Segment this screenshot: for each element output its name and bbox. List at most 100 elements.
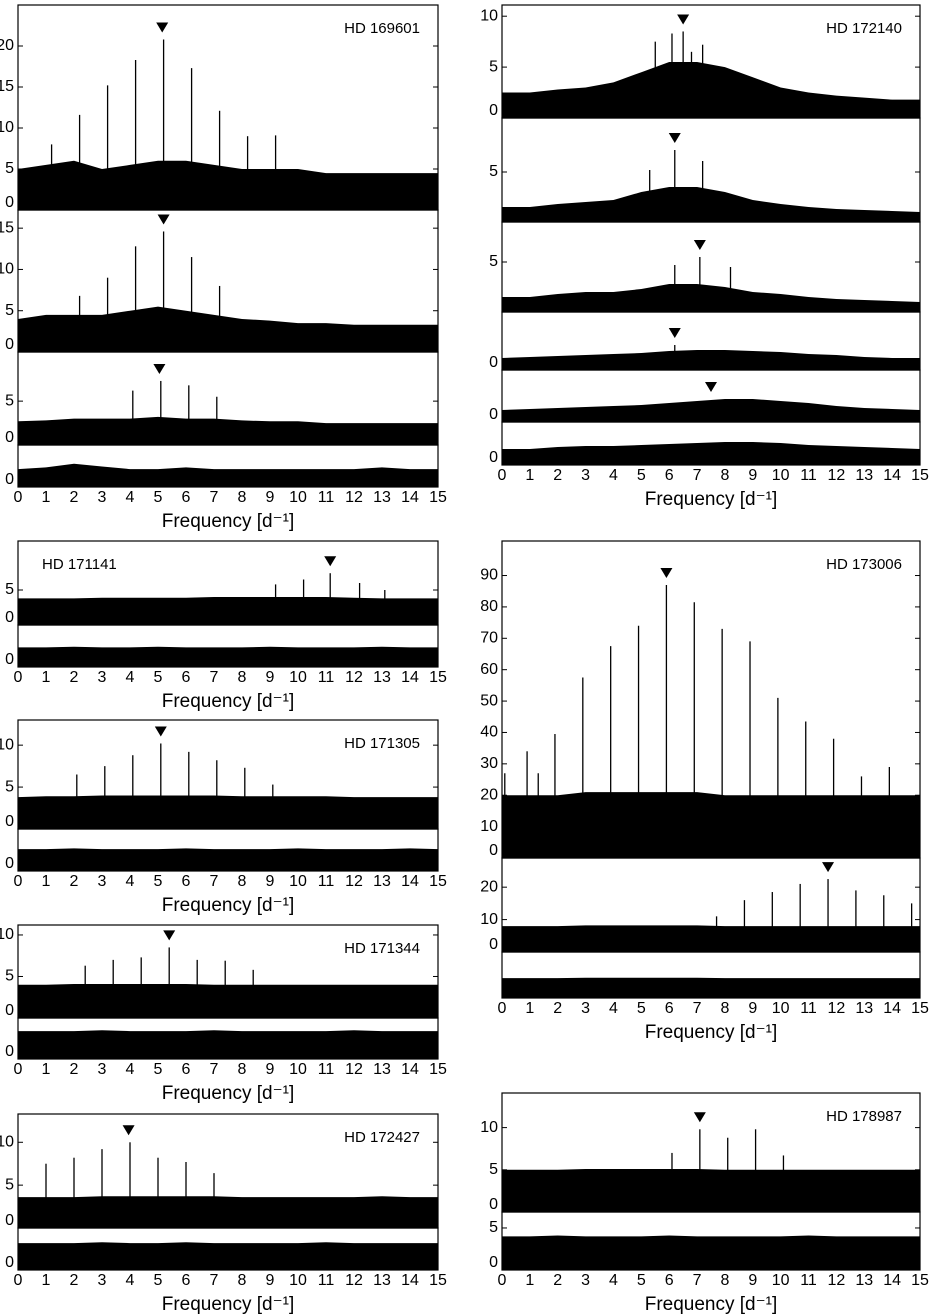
x-tick-label: 2 (553, 1000, 562, 1017)
x-tick-label: 3 (581, 1272, 590, 1289)
x-axis-label: Frequency [d⁻¹] (645, 1294, 778, 1315)
y-tick-label: 0 (489, 406, 498, 423)
noise-area (18, 795, 438, 829)
x-tick-label: 8 (238, 1272, 247, 1289)
x-tick-label: 5 (154, 489, 163, 506)
peak-marker (660, 567, 673, 578)
x-tick-label: 10 (289, 489, 307, 506)
plot-area (18, 380, 438, 445)
x-tick-label: 5 (154, 1061, 163, 1078)
panel: 0 5 10 HD 171305 (0, 719, 439, 830)
plot-area (18, 848, 438, 871)
x-tick-label: 12 (828, 1272, 846, 1289)
x-tick-label: 11 (318, 1061, 335, 1078)
star-label: HD 171141 (42, 556, 117, 573)
x-tick-label: 2 (70, 1272, 79, 1289)
panel: 0 5 10 15 20 HD 169601 (0, 4, 439, 211)
y-tick-label: 15 (0, 219, 14, 236)
x-tick-label: 11 (800, 1272, 817, 1289)
plot-area (502, 345, 920, 370)
x-tick-label: 11 (318, 873, 335, 890)
y-tick-label: 0 (489, 936, 498, 953)
y-tick-label: 10 (0, 926, 14, 943)
x-tick-label: 6 (665, 1272, 674, 1289)
x-tick-label: 12 (345, 1061, 363, 1078)
x-tick-label: 1 (42, 1061, 51, 1078)
y-tick-label: 20 (0, 37, 14, 54)
x-tick-label: 9 (748, 467, 757, 484)
frame (17, 444, 439, 488)
x-tick-label: 10 (772, 467, 790, 484)
x-tick-label: 6 (182, 1272, 191, 1289)
y-tick-label: 5 (5, 1176, 14, 1193)
x-tick-label: 14 (401, 669, 419, 686)
panel: 0 5 10 HD 178987 (480, 1092, 921, 1213)
noise-area (502, 187, 920, 222)
y-tick-label: 10 (480, 911, 498, 928)
star-label: HD 172140 (826, 20, 902, 37)
x-tick-label: 4 (126, 1061, 135, 1078)
y-tick-label: 5 (489, 253, 498, 270)
panel: 0 5 HD 171141 (5, 540, 439, 626)
y-tick-label: 0 (489, 842, 498, 859)
x-tick-label: 8 (238, 489, 247, 506)
x-tick-label: 2 (70, 873, 79, 890)
noise-area (18, 1242, 438, 1270)
noise-area (18, 597, 438, 625)
star-label: HD 169601 (344, 20, 420, 37)
y-tick-label: 0 (489, 1254, 498, 1271)
plot-area (502, 399, 920, 422)
noise-area (18, 646, 438, 667)
x-tick-label: 11 (318, 669, 335, 686)
x-tick-label: 8 (720, 1272, 729, 1289)
y-tick-label: 0 (5, 1212, 14, 1229)
x-tick-label: 4 (126, 873, 135, 890)
x-tick-label: 4 (126, 1272, 135, 1289)
noise-area (502, 399, 920, 422)
x-tick-label: 9 (266, 489, 275, 506)
x-tick-label: 2 (553, 1272, 562, 1289)
x-tick-label: 0 (498, 467, 507, 484)
plot-area (18, 463, 438, 487)
x-tick-label: 11 (800, 1000, 817, 1017)
noise-area (18, 160, 438, 210)
y-tick-label: 0 (5, 471, 14, 488)
peak-marker (693, 1112, 706, 1123)
plot-area (502, 977, 920, 998)
y-tick-label: 50 (480, 692, 498, 709)
y-tick-label: 5 (489, 1219, 498, 1236)
x-tick-label: 4 (609, 1000, 618, 1017)
peak-marker (668, 133, 681, 143)
peak-marker (324, 556, 337, 567)
y-tick-label: 0 (489, 1196, 498, 1213)
x-tick-label: 12 (345, 489, 363, 506)
x-tick-label: 0 (14, 489, 23, 506)
y-tick-label: 10 (480, 818, 498, 835)
x-tick-label: 11 (318, 489, 335, 506)
y-tick-label: 5 (5, 160, 14, 177)
x-tick-label: 9 (266, 1272, 275, 1289)
noise-area (502, 792, 920, 858)
noise-area (502, 977, 920, 998)
y-tick-label: 0 (489, 354, 498, 371)
noise-area (18, 1196, 438, 1228)
y-tick-label: 5 (5, 581, 14, 598)
x-tick-label: 2 (70, 669, 79, 686)
y-tick-label: 0 (489, 449, 498, 466)
noise-area (502, 284, 920, 312)
plot-area (18, 231, 438, 352)
x-tick-label: 15 (911, 1000, 929, 1017)
x-tick-label: 5 (154, 1272, 163, 1289)
x-tick-label: 13 (373, 873, 391, 890)
x-tick-label: 3 (98, 873, 107, 890)
x-tick-label: 15 (429, 873, 447, 890)
plot-area (502, 442, 920, 465)
x-tick-label: 12 (345, 1272, 363, 1289)
plot-area (18, 39, 438, 210)
x-axis-label: Frequency [d⁻¹] (162, 1083, 295, 1104)
y-tick-label: 5 (5, 968, 14, 985)
panel: 0 10 20 30 40 50 60 70 80 90 HD 173006 (480, 540, 921, 859)
peak-marker (156, 22, 169, 33)
